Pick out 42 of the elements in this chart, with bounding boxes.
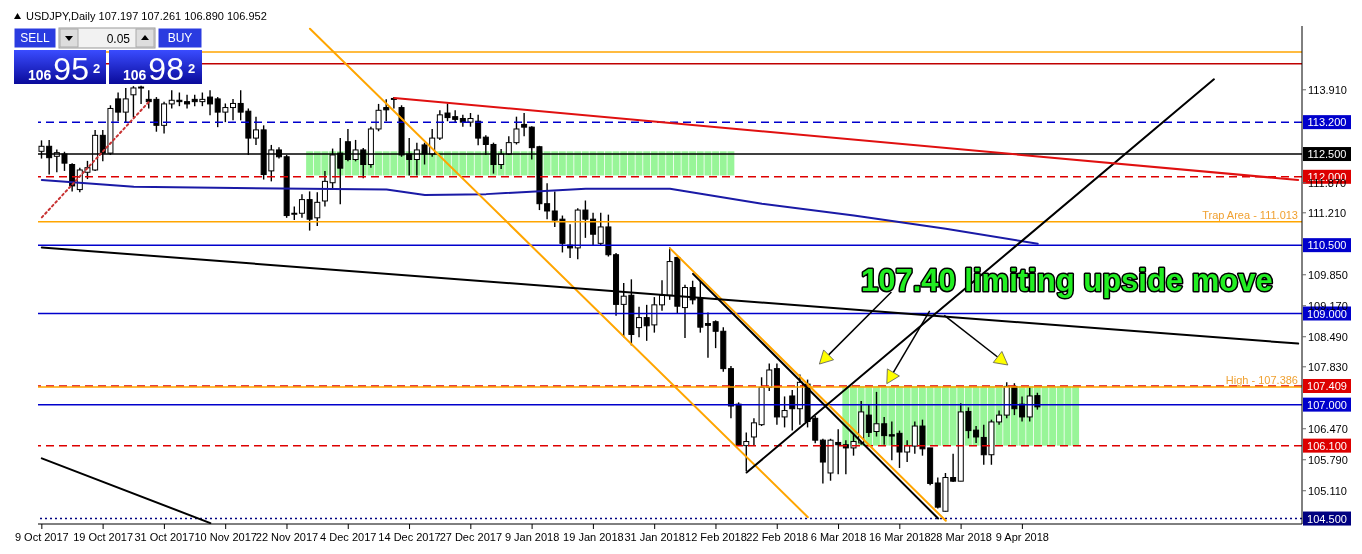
x-tick-label: 9 Apr 2018	[995, 531, 1049, 543]
y-tick-label: 108.490	[1308, 330, 1348, 343]
ref-line-label: 104.500	[1307, 512, 1347, 525]
annotation: SELL	[20, 31, 50, 45]
ref-line-label: 107.409	[1307, 379, 1347, 392]
x-tick-label: 31 Jan 2018	[624, 531, 685, 543]
ref-line-label: 110.500	[1307, 239, 1347, 252]
annotation: BUY	[167, 31, 193, 45]
y-tick-label: 105.110	[1308, 484, 1347, 497]
x-tick-label: 10 Nov 2017	[194, 531, 257, 543]
x-tick-label: 19 Oct 2017	[73, 531, 134, 543]
x-tick-label: 6 Mar 2018	[810, 531, 867, 543]
annotation: 98$^{2}$	[148, 51, 196, 87]
y-tick-label: 111.210	[1308, 206, 1347, 219]
ref-line-label: 106.100	[1307, 439, 1347, 452]
y-tick-label: 113.910	[1308, 83, 1347, 96]
x-tick-label: 4 Dec 2017	[320, 531, 377, 543]
annotation: Trap Area - 111.013	[1202, 208, 1298, 221]
x-tick-label: 9 Oct 2017	[14, 531, 69, 543]
x-tick-label: 9 Jan 2018	[504, 531, 560, 543]
y-tick-label: 107.830	[1308, 360, 1348, 373]
x-tick-label: 14 Dec 2017	[378, 531, 441, 543]
x-tick-label: 19 Jan 2018	[563, 531, 624, 543]
x-tick-label: 16 Mar 2018	[868, 531, 931, 543]
annotation: High - 107.386	[1225, 374, 1298, 387]
x-tick-label: 22 Feb 2018	[746, 531, 809, 543]
y-tick-label: 105.790	[1308, 453, 1348, 466]
ref-line-label: 107.000	[1307, 398, 1347, 411]
chart-title: USDJPY,Daily 107.197 107.261 106.890 106.952	[26, 10, 267, 22]
x-tick-label: 22 Nov 2017	[255, 531, 319, 543]
annotation: 95$^{2}$	[53, 51, 101, 87]
y-tick-label: 106.470	[1308, 422, 1348, 435]
ref-line-label: 112.500	[1307, 148, 1347, 161]
x-tick-label: 12 Feb 2018	[685, 531, 747, 543]
annotation: 0.05	[106, 32, 131, 46]
annotation: 106	[28, 67, 52, 83]
ref-line-label: 113.200	[1307, 116, 1347, 129]
x-tick-label: 31 Oct 2017	[134, 531, 195, 543]
annotation: 106	[123, 67, 147, 83]
x-tick-label: 28 Mar 2018	[930, 531, 992, 543]
x-tick-label: 27 Dec 2017	[439, 531, 503, 543]
y-tick-label: 109.850	[1308, 268, 1348, 281]
